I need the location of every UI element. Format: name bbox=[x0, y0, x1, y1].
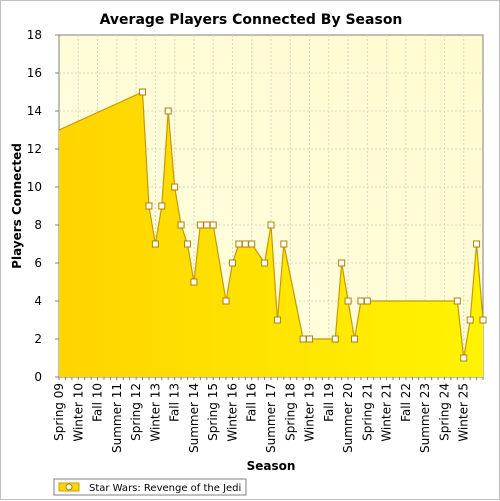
y-tick-label-7: 14 bbox=[27, 104, 42, 118]
x-tick-label-0: Spring 09 bbox=[52, 383, 66, 441]
legend: Star Wars: Revenge of the Jedi bbox=[53, 478, 247, 496]
x-tick-label-9: Winter 16 bbox=[225, 383, 239, 442]
y-tick-label-8: 16 bbox=[27, 66, 42, 80]
data-point-12 bbox=[222, 297, 230, 305]
x-tick-label-18: Fall 22 bbox=[399, 383, 413, 422]
data-point-19 bbox=[273, 316, 281, 324]
data-point-28 bbox=[363, 297, 371, 305]
y-tick-label-1: 2 bbox=[34, 332, 42, 346]
data-point-0 bbox=[139, 88, 147, 96]
x-axis-label: Season bbox=[247, 459, 296, 473]
y-axis: 0 2 4 6 8 10 12 14 16 18 bbox=[27, 28, 59, 384]
y-tick-label-0: 0 bbox=[34, 370, 42, 384]
x-tick-label-21: Winter 25 bbox=[457, 383, 471, 442]
data-point-32 bbox=[473, 240, 481, 248]
chart-title: Average Players Connected By Season bbox=[100, 12, 403, 28]
x-tick-label-17: Winter 21 bbox=[380, 383, 394, 442]
x-tick-label-10: Fall 16 bbox=[245, 383, 259, 422]
y-tick-label-3: 6 bbox=[34, 256, 42, 270]
data-point-29 bbox=[453, 297, 461, 305]
data-point-15 bbox=[241, 240, 249, 248]
data-point-22 bbox=[306, 335, 314, 343]
x-tick-label-5: Winter 13 bbox=[148, 383, 162, 442]
data-point-4 bbox=[164, 107, 172, 115]
x-tick-label-14: Fall 19 bbox=[322, 383, 336, 422]
legend-box bbox=[53, 478, 247, 496]
data-point-24 bbox=[338, 259, 346, 267]
x-tick-label-7: Summer 14 bbox=[187, 383, 201, 453]
data-point-26 bbox=[351, 335, 359, 343]
x-tick-label-8: Spring 15 bbox=[206, 383, 220, 441]
data-point-14 bbox=[235, 240, 243, 248]
x-tick-label-2: Fall 10 bbox=[91, 383, 105, 422]
data-point-2 bbox=[151, 240, 159, 248]
data-point-13 bbox=[228, 259, 236, 267]
series-line bbox=[59, 91, 483, 359]
y-tick-label-2: 4 bbox=[34, 294, 42, 308]
x-tick-label-12: Spring 18 bbox=[283, 383, 297, 441]
data-point-23 bbox=[331, 335, 339, 343]
legend-label: Star Wars: Revenge of the Jedi bbox=[89, 483, 241, 494]
data-point-7 bbox=[183, 240, 191, 248]
x-tick-label-4: Spring 12 bbox=[129, 383, 143, 441]
data-point-33 bbox=[479, 316, 487, 324]
y-tick-label-4: 8 bbox=[34, 218, 42, 232]
data-point-25 bbox=[344, 297, 352, 305]
x-tick-label-20: Spring 24 bbox=[437, 383, 451, 441]
data-point-6 bbox=[177, 221, 185, 229]
series-markers bbox=[139, 88, 487, 362]
x-tick-label-16: Spring 21 bbox=[360, 383, 374, 441]
x-tick-label-3: Summer 11 bbox=[110, 383, 124, 453]
data-point-27 bbox=[357, 297, 365, 305]
legend-marker bbox=[65, 483, 73, 491]
y-tick-label-6: 12 bbox=[27, 142, 42, 156]
y-tick-label-5: 10 bbox=[27, 180, 42, 194]
data-point-16 bbox=[248, 240, 256, 248]
data-point-18 bbox=[267, 221, 275, 229]
data-point-1 bbox=[145, 202, 153, 210]
data-point-21 bbox=[299, 335, 307, 343]
x-tick-label-6: Fall 13 bbox=[168, 383, 182, 422]
y-axis-label: Players Connected bbox=[10, 143, 24, 269]
data-point-30 bbox=[460, 354, 468, 362]
data-point-20 bbox=[280, 240, 288, 248]
data-point-17 bbox=[261, 259, 269, 267]
data-point-10 bbox=[203, 221, 211, 229]
y-tick-label-9: 18 bbox=[27, 28, 42, 42]
data-point-8 bbox=[190, 278, 198, 286]
x-tick-label-1: Winter 10 bbox=[71, 383, 85, 442]
data-point-9 bbox=[196, 221, 204, 229]
data-point-31 bbox=[466, 316, 474, 324]
x-tick-label-13: Winter 19 bbox=[303, 383, 317, 442]
series-area bbox=[59, 91, 483, 377]
x-tick-label-19: Summer 23 bbox=[418, 383, 432, 453]
data-point-11 bbox=[209, 221, 217, 229]
x-tick-label-15: Summer 20 bbox=[341, 383, 355, 453]
x-tick-label-11: Summer 17 bbox=[264, 383, 278, 453]
data-point-5 bbox=[171, 183, 179, 191]
data-point-3 bbox=[158, 202, 166, 210]
x-axis: Spring 09 Winter 10 Fall 10 Summer 11 Spring… bbox=[52, 377, 484, 453]
